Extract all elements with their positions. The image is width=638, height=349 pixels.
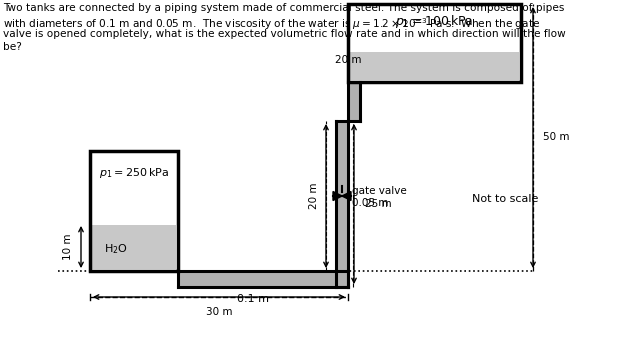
Text: Two tanks are connected by a piping system made of commercial steel. The system : Two tanks are connected by a piping syst… bbox=[3, 3, 565, 13]
Text: 10 m: 10 m bbox=[63, 234, 73, 260]
Bar bbox=[348, 4, 521, 82]
Polygon shape bbox=[342, 192, 351, 200]
Text: $p_1 = 250\,\mathrm{kPa}$: $p_1 = 250\,\mathrm{kPa}$ bbox=[99, 166, 169, 180]
Bar bbox=[92, 225, 176, 269]
Text: 50 m: 50 m bbox=[543, 133, 570, 142]
Text: 20 m: 20 m bbox=[335, 55, 361, 65]
Text: 20 m: 20 m bbox=[309, 183, 319, 209]
Bar bbox=[350, 52, 519, 80]
Text: 0.1 m: 0.1 m bbox=[237, 294, 269, 304]
Polygon shape bbox=[333, 192, 342, 200]
Text: $p_2 = 100\,\mathrm{kPa}$: $p_2 = 100\,\mathrm{kPa}$ bbox=[396, 14, 474, 30]
Text: $\mathrm{H_2O}$: $\mathrm{H_2O}$ bbox=[104, 242, 128, 256]
Text: 25 m: 25 m bbox=[365, 199, 392, 209]
Bar bbox=[348, 82, 360, 121]
Text: 0.05 m: 0.05 m bbox=[352, 198, 389, 208]
Bar bbox=[336, 121, 348, 287]
Text: 30 m: 30 m bbox=[205, 307, 232, 317]
Bar bbox=[90, 151, 178, 271]
Text: be?: be? bbox=[3, 42, 22, 52]
Text: gate valve: gate valve bbox=[352, 186, 407, 196]
Text: valve is opened completely, what is the expected volumetric flow rate and in whi: valve is opened completely, what is the … bbox=[3, 29, 566, 39]
Bar bbox=[178, 271, 348, 287]
Text: Not to scale: Not to scale bbox=[472, 194, 538, 204]
Text: with diameters of 0.1 m and 0.05 m.  The viscosity of the water is $\mu = 1.2 \t: with diameters of 0.1 m and 0.05 m. The … bbox=[3, 16, 540, 32]
